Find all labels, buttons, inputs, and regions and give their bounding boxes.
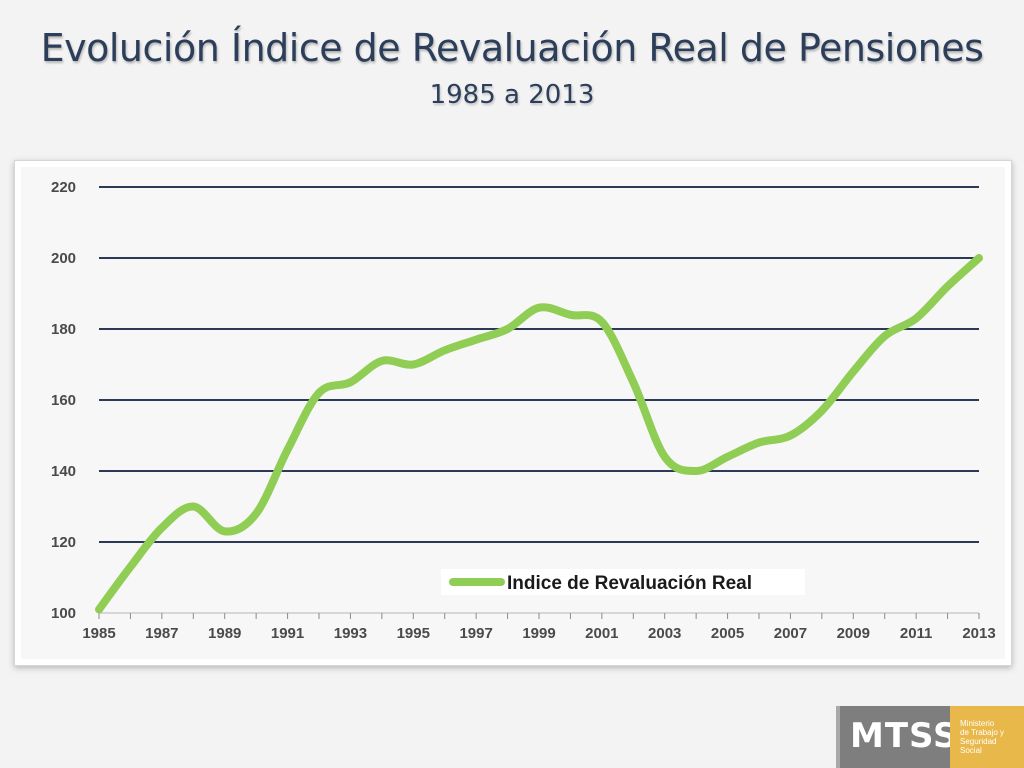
logo-acronym-block: MTSS [836,706,957,768]
series-line [95,254,983,614]
logo-ministry-block: Ministerio de Trabajo y Seguridad Social [950,706,1024,768]
y-tick-label: 220 [51,179,76,196]
data-point [130,566,131,567]
x-tick-label: 2013 [962,625,995,642]
x-tick-label: 1985 [82,625,115,642]
data-point [287,449,288,450]
data-point [444,350,445,351]
x-tick-label: 2001 [585,625,618,642]
logo-line: de Trabajo y [960,728,1005,737]
data-point [193,506,194,507]
x-tick-label: 2009 [837,625,870,642]
x-tick-label: 1999 [522,625,555,642]
x-tick-label: 1989 [208,625,241,642]
data-point [224,531,225,532]
mtss-logo: MTSS Ministerio de Trabajo y Seguridad S… [836,706,1024,768]
data-point [476,339,477,340]
data-point [664,456,665,457]
data-point [413,364,414,365]
x-tick-label: 2007 [774,625,807,642]
x-tick-label: 2003 [648,625,681,642]
y-tick-label: 160 [51,392,76,409]
data-point [884,336,885,337]
y-tick-label: 180 [51,321,76,338]
x-tick-label: 1991 [271,625,304,642]
data-point [696,471,697,472]
x-tick-label: 1997 [459,625,492,642]
data-point [727,456,728,457]
data-point [570,314,571,315]
chart-frame: 100 120 140 160 180 200 220 1985 1987 1989 1991 199… [14,160,1012,666]
y-tick-label: 100 [51,605,76,622]
data-point [790,435,791,436]
logo-line: Ministerio [960,719,995,728]
x-tick-label: 2011 [900,625,933,642]
data-point [947,286,948,287]
data-point [99,609,100,610]
x-tick-label: 1993 [334,625,367,642]
data-point [539,307,540,308]
data-point [350,382,351,383]
slide-subtitle: 1985 a 2013 [429,80,595,110]
data-point [916,318,917,319]
data-point [161,527,162,528]
logo-acronym: MTSS [850,716,959,756]
data-point [979,258,980,259]
data-point [821,410,822,411]
data-point [507,329,508,330]
x-tick-label: 2005 [711,625,744,642]
y-tick-label: 140 [51,463,76,480]
data-point [601,321,602,322]
data-point [381,360,382,361]
legend-label: Indice de Revaluación Real [507,573,752,594]
data-point [853,371,854,372]
data-point [759,442,760,443]
slide-title: Evolución Índice de Revaluación Real de … [40,26,984,70]
y-tick-label: 200 [51,250,76,267]
y-tick-label: 120 [51,534,76,551]
data-point [633,382,634,383]
logo-line: Seguridad [960,737,997,746]
x-tick-label: 1995 [397,625,430,642]
data-point [256,513,257,514]
data-point [319,392,320,393]
line-chart: 100 120 140 160 180 200 220 1985 1987 1989 1991 199… [21,167,1005,659]
legend: Indice de Revaluación Real [441,569,805,595]
logo-line: Social [960,746,982,755]
x-tick-label: 1987 [145,625,178,642]
